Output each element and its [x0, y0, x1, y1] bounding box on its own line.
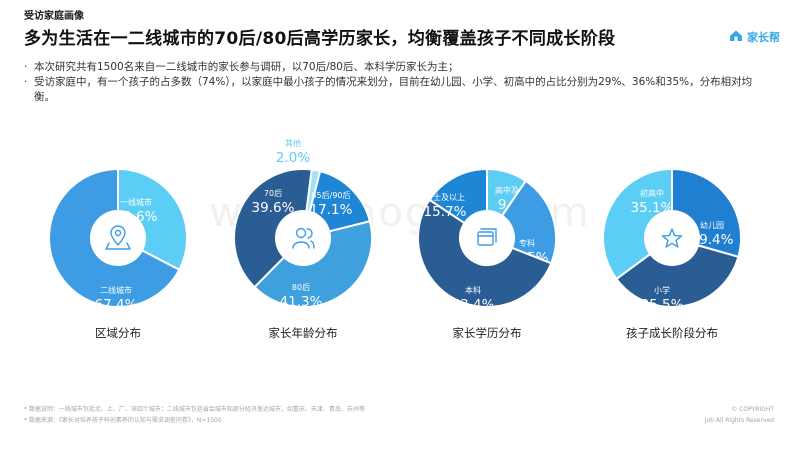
slice-value-label: 35.1%: [631, 200, 674, 216]
donut-hole: [645, 211, 699, 265]
donut-slice: [233, 168, 313, 289]
footnote: * 数据说明：一线城市包括北、上、广、深四个城市；二线城市包括省会城市和部分经济…: [24, 406, 365, 413]
donut-slice: [117, 167, 188, 272]
chart-title-age: 家长年龄分布: [268, 326, 338, 340]
slice-label: 85后/90后: [311, 190, 350, 200]
donut-slice: [615, 244, 740, 308]
footnote: * 数据来源：《家长对培养孩子科创素养的认知与需求调查问卷》，N=1500: [24, 417, 222, 424]
bullet-item: · 受访家庭中，有一个孩子的占多数（74%），以家庭中最小孩子的情况来划分，目前在…: [24, 76, 753, 103]
slice-label: 硕士及以上: [425, 192, 465, 202]
slice-label: 一线城市: [120, 197, 152, 207]
bullet-item: · 本次研究共有1500名来自一二线城市的家长参与调研，以70后/80后、本科学历…: [24, 61, 459, 73]
donut-slice: [500, 179, 557, 265]
donut-slice: [671, 167, 742, 259]
donut-slice: [253, 220, 373, 308]
donut-hole: [91, 211, 145, 265]
donut-slice: [48, 167, 181, 308]
bullet-list: · 本次研究共有1500名来自一二线城市的家长参与调研，以70后/80后、本科学历…: [24, 60, 764, 105]
chart-title-education: 家长学历分布: [452, 326, 522, 340]
logo-text: 家长帮: [747, 30, 780, 44]
page-title: 多为生活在一二线城市的70后/80后高学历家长，均衡覆盖孩子不同成长阶段: [24, 29, 616, 49]
slice-label: 幼儿园: [700, 220, 724, 230]
cards-icon: [477, 228, 497, 246]
slice-label: 专科: [519, 238, 535, 248]
slice-value-label: 35.5%: [641, 297, 684, 313]
slice-label: 高中及以下: [495, 185, 535, 195]
slice-value-label: 17.1%: [310, 202, 353, 218]
slice-value-label: 67.4%: [95, 297, 138, 313]
chart-title-child-stage: 孩子成长阶段分布: [626, 326, 718, 340]
slice-label: 80后: [292, 282, 310, 292]
slice-label: 二线城市: [100, 285, 132, 295]
donut-hole: [460, 211, 514, 265]
slice-value-label: 39.6%: [252, 200, 295, 216]
slice-label: 小学: [654, 285, 670, 295]
slice-label: 70后: [264, 188, 282, 198]
star-icon: [661, 228, 683, 248]
donut-slice: [428, 167, 488, 225]
copyright: © COPYRIGHT Job All Rights Reserved: [704, 406, 774, 424]
slice-label: 本科: [465, 285, 481, 295]
slice-label: 其他: [285, 138, 301, 148]
location-pin-icon: [105, 225, 131, 250]
donut-slice: [417, 198, 553, 308]
slice-value-label: 2.0%: [276, 150, 310, 166]
people-icon: [292, 227, 315, 249]
section-label: 受访家庭画像: [24, 11, 84, 22]
slice-value-label: 15.7%: [424, 204, 467, 220]
slice-label: 初高中: [640, 188, 664, 198]
footnotes: * 数据说明：一线城市包括北、上、广、深四个城市；二线城市包括省会城市和部分经济…: [24, 404, 365, 426]
slice-value-label: 41.3%: [280, 294, 323, 310]
donut-hole: [276, 211, 330, 265]
slice-value-label: 53.4%: [452, 297, 495, 313]
logo: 家长帮: [728, 27, 780, 46]
chart-title-region: 区域分布: [95, 326, 141, 340]
house-cloud-icon: [728, 27, 744, 46]
slice-value-label: 29.4%: [691, 232, 734, 248]
donut-slice: [602, 167, 673, 281]
